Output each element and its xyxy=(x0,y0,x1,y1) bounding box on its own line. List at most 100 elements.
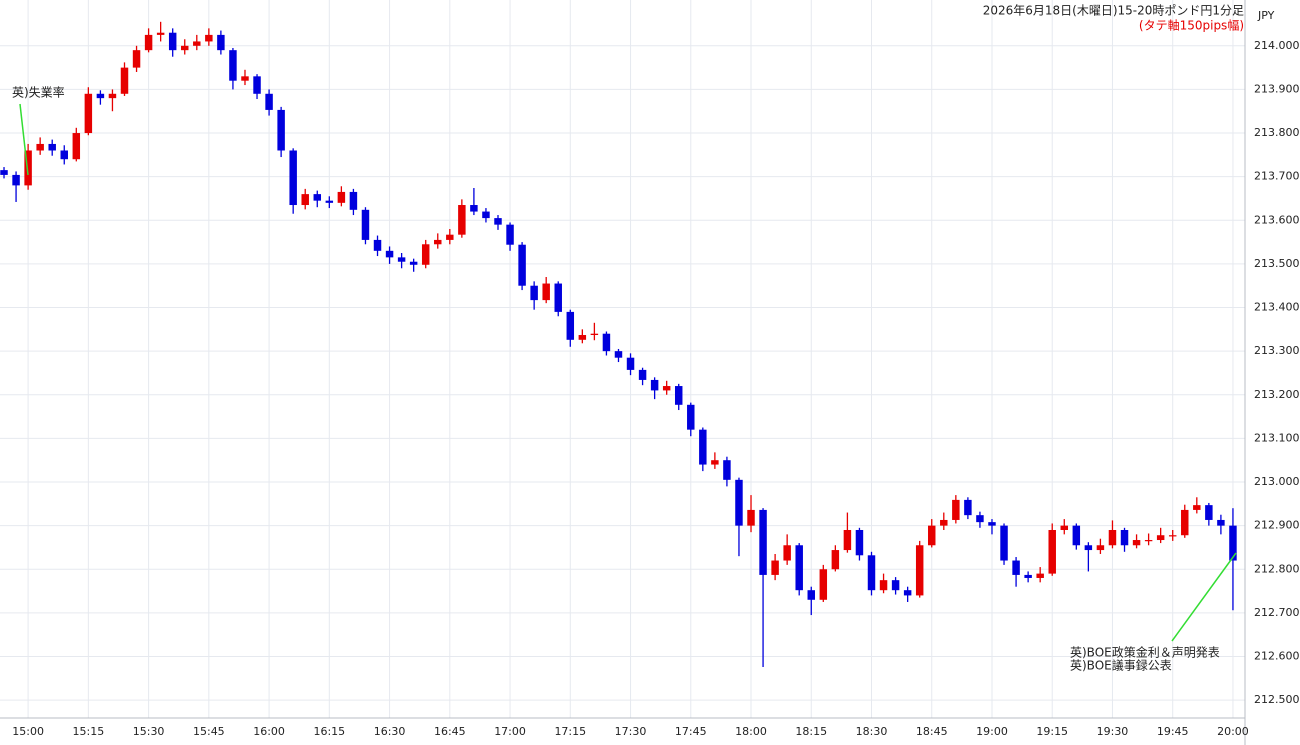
candle-body xyxy=(903,590,912,596)
annotation-pointer xyxy=(19,103,29,176)
x-tick-label: 17:00 xyxy=(494,725,526,738)
y-tick-label: 213.700 xyxy=(1254,170,1300,183)
candle-body xyxy=(807,590,815,600)
candle-body xyxy=(337,191,346,203)
candle-body xyxy=(241,76,249,81)
y-tick-label: 212.500 xyxy=(1254,693,1300,706)
candle-body xyxy=(626,357,635,370)
x-tick-label: 20:00 xyxy=(1217,725,1249,738)
x-tick-label: 18:30 xyxy=(856,725,888,738)
candle-body xyxy=(84,93,93,134)
candle-body xyxy=(542,283,550,301)
candle-body xyxy=(36,143,44,151)
candle-body xyxy=(699,429,707,465)
candle-body xyxy=(1168,535,1177,537)
candle-body xyxy=(1012,560,1020,575)
y-axis-label: JPY xyxy=(1257,9,1275,22)
candle-body xyxy=(891,580,900,591)
candle-body xyxy=(976,515,984,523)
annotation: 英)BOE政策金利＆声明発表 xyxy=(1070,645,1220,660)
candle-body xyxy=(1108,529,1117,546)
y-tick-label: 212.900 xyxy=(1254,519,1300,532)
candle-body xyxy=(662,386,671,391)
candle-body xyxy=(482,211,490,219)
candle-body xyxy=(1000,525,1008,561)
candle-body xyxy=(325,200,334,203)
candle-body xyxy=(518,244,526,286)
candle-body xyxy=(988,522,996,526)
candle-body xyxy=(602,333,611,352)
candle-body xyxy=(24,150,32,186)
annotation: 英)BOE議事録公表 xyxy=(1070,658,1172,673)
candle-body xyxy=(434,239,442,245)
x-tick-label: 15:15 xyxy=(73,725,105,738)
y-tick-label: 213.000 xyxy=(1254,475,1300,488)
candle-body xyxy=(253,76,261,94)
candle-body xyxy=(940,519,948,526)
x-tick-label: 17:30 xyxy=(615,725,647,738)
annotation-pointer xyxy=(1171,552,1237,642)
grid xyxy=(0,0,1245,718)
candle-body xyxy=(928,525,936,546)
candle-body xyxy=(1120,529,1129,546)
candle-body xyxy=(205,34,213,42)
candle-body xyxy=(747,509,755,526)
candle-body xyxy=(96,93,105,99)
candle-body xyxy=(723,460,731,480)
x-tick-label: 17:45 xyxy=(675,725,707,738)
candle-body xyxy=(470,205,478,212)
y-tick-label: 212.700 xyxy=(1254,606,1300,619)
candle-body xyxy=(952,499,960,520)
candle-body xyxy=(60,150,68,160)
x-tick-label: 15:00 xyxy=(12,725,44,738)
x-tick-label: 18:15 xyxy=(795,725,827,738)
candle-body xyxy=(687,404,695,430)
candle-body xyxy=(217,34,225,51)
candle-body xyxy=(638,369,647,380)
candles xyxy=(0,21,1237,667)
candle-body xyxy=(819,569,828,600)
candle-body xyxy=(132,50,141,68)
y-tick-label: 213.200 xyxy=(1254,388,1300,401)
candle-body xyxy=(578,335,587,340)
y-tick-label: 213.800 xyxy=(1254,126,1300,139)
candle-body xyxy=(1181,509,1189,536)
x-tick-label: 19:45 xyxy=(1157,725,1189,738)
x-tick-label: 16:15 xyxy=(313,725,345,738)
candle-body xyxy=(409,261,418,265)
candle-body xyxy=(181,45,189,51)
candle-body xyxy=(915,545,924,596)
candle-body xyxy=(156,32,165,35)
candle-body xyxy=(72,133,81,160)
candle-body xyxy=(0,170,8,175)
candle-body xyxy=(397,257,406,262)
candle-body xyxy=(48,143,56,151)
candle-body xyxy=(1036,573,1044,578)
y-tick-label: 213.100 xyxy=(1254,431,1300,444)
candle-body xyxy=(361,209,370,240)
chart-subtitle: (タテ軸150pips幅) xyxy=(1139,18,1244,33)
candle-body xyxy=(144,34,153,51)
candle-body xyxy=(1084,545,1093,551)
x-tick-label: 19:30 xyxy=(1097,725,1129,738)
y-tick-label: 213.900 xyxy=(1254,82,1300,95)
candle-body xyxy=(554,283,562,312)
candle-body xyxy=(1060,525,1069,530)
candle-body xyxy=(1229,525,1237,561)
candle-body xyxy=(831,550,840,570)
y-tick-label: 213.400 xyxy=(1254,301,1300,314)
candle-body xyxy=(108,93,117,99)
annotation: 英)失業率 xyxy=(12,85,65,100)
x-tick-label: 19:00 xyxy=(976,725,1008,738)
candle-body xyxy=(506,224,514,245)
candle-body xyxy=(795,545,803,591)
y-tick-label: 213.300 xyxy=(1254,344,1300,357)
candle-body xyxy=(1024,574,1032,578)
candle-body xyxy=(193,41,201,46)
candle-body xyxy=(349,191,358,210)
candle-body xyxy=(277,109,285,151)
x-tick-label: 17:15 xyxy=(554,725,586,738)
candle-body xyxy=(530,285,538,301)
